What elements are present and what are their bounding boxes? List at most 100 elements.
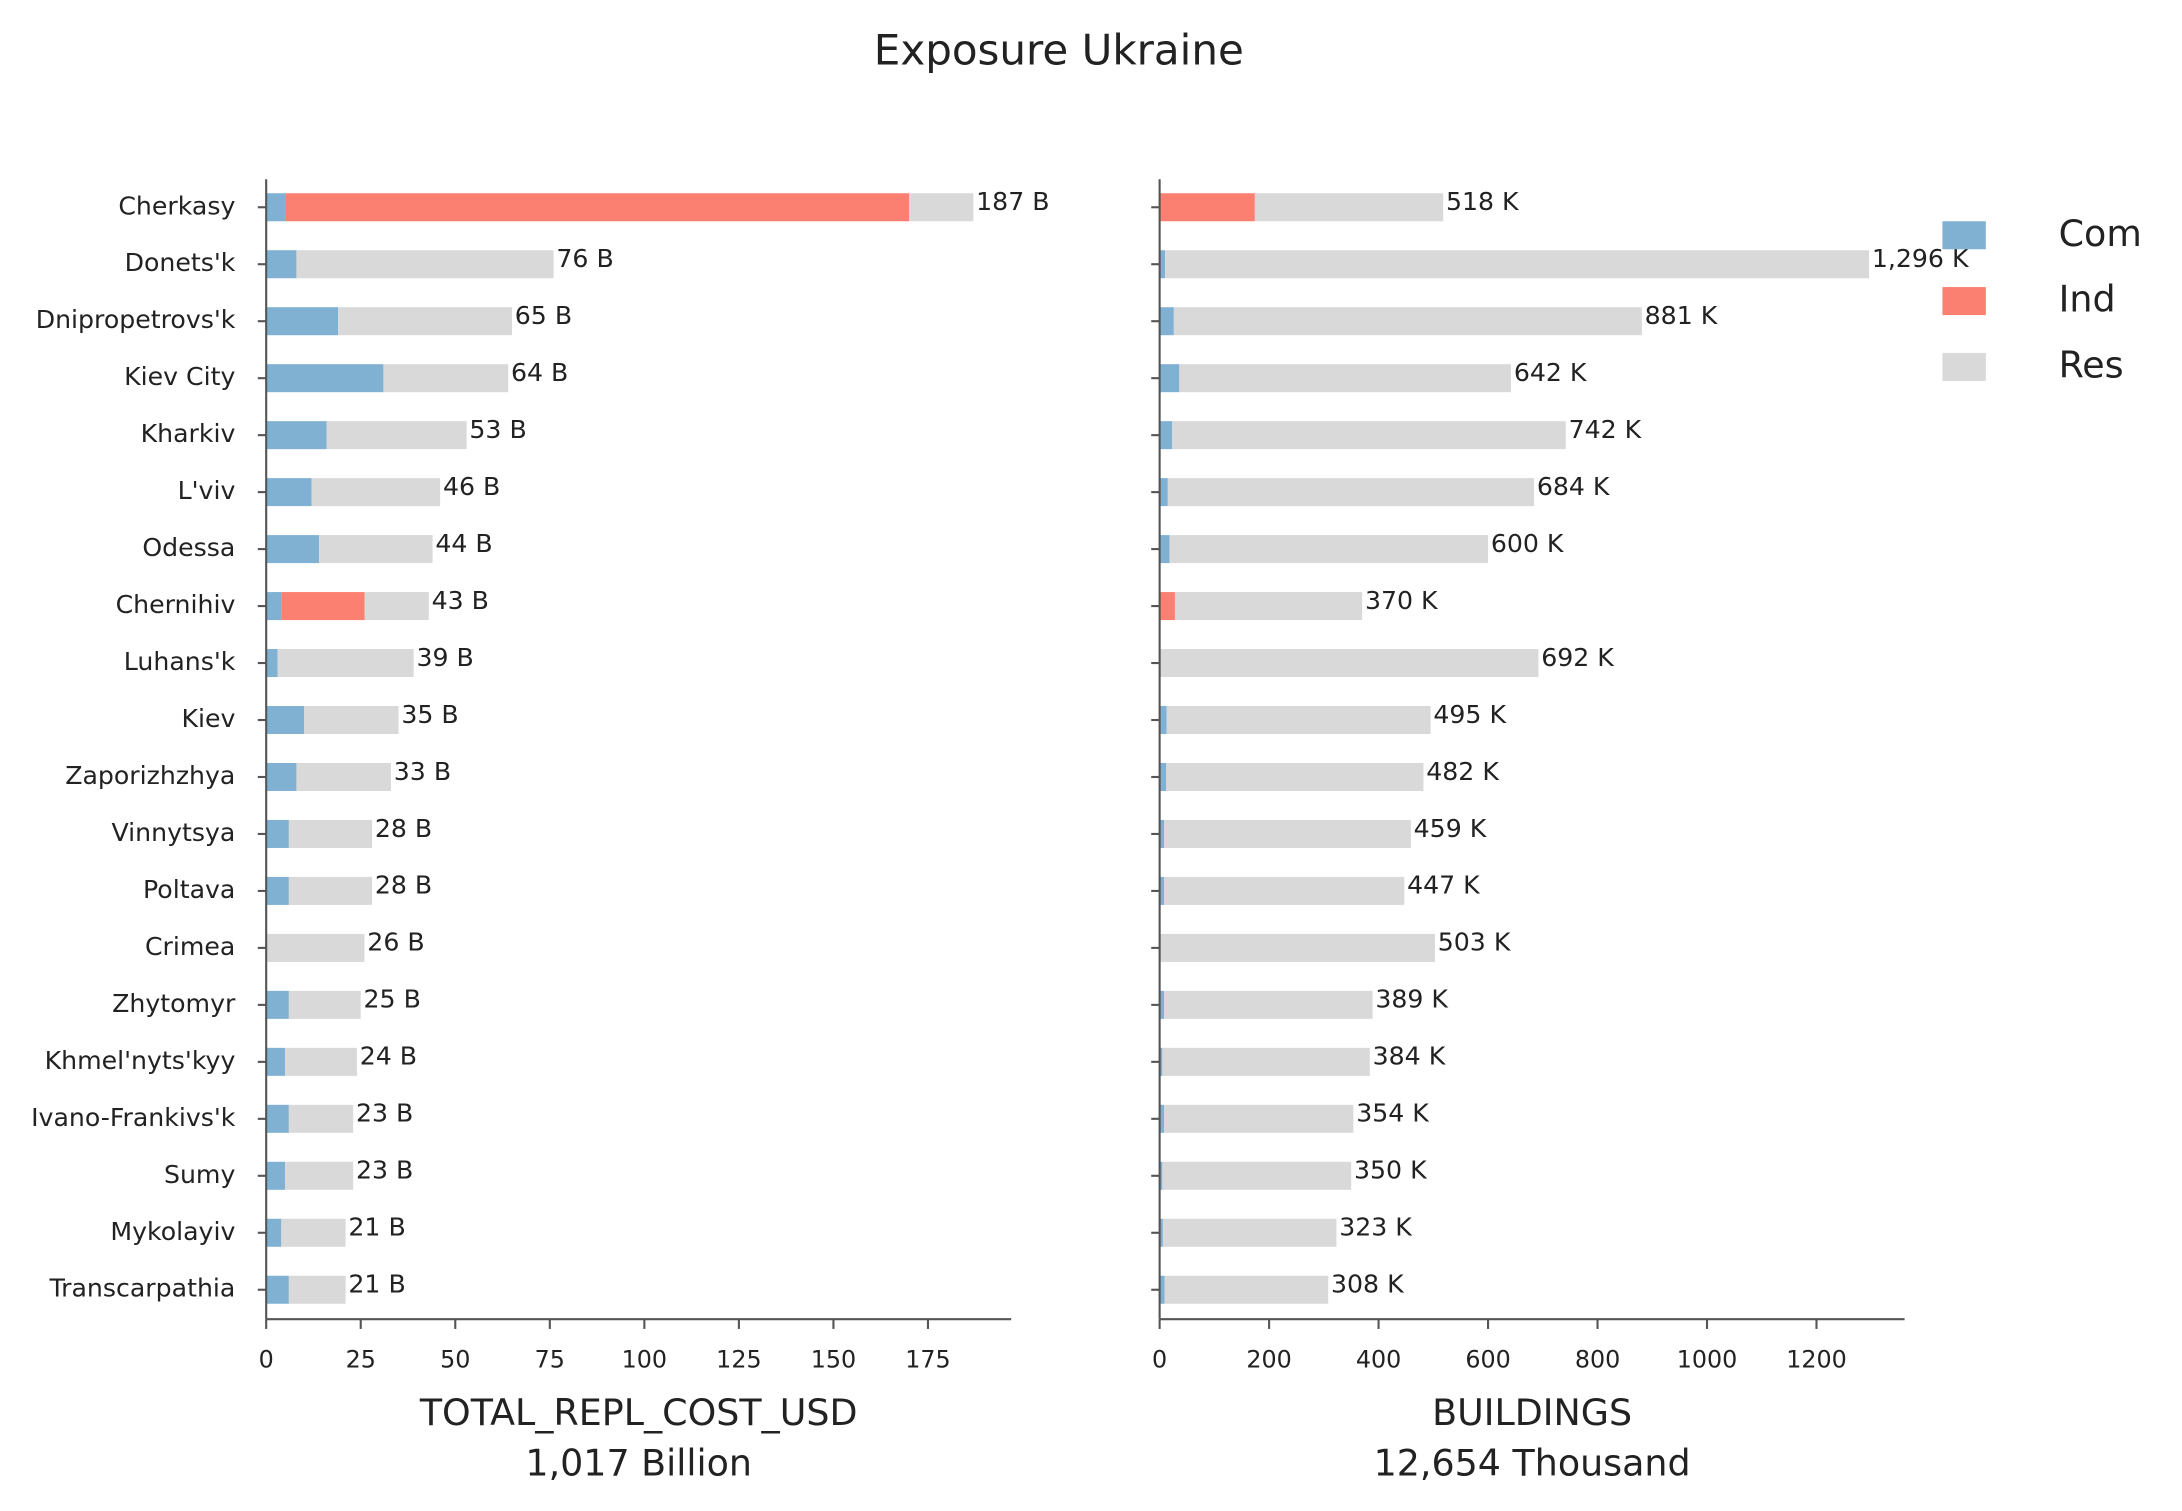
y-tick-label: Kiev [181, 704, 235, 733]
bar-segment [266, 307, 339, 336]
value-label: 370 K [1365, 586, 1439, 615]
bar-segment [1254, 193, 1444, 222]
bar-segment [1174, 592, 1363, 621]
value-label: 24 B [360, 1042, 417, 1071]
value-label: 28 B [375, 814, 432, 843]
bar-segment [288, 990, 361, 1019]
value-label: 447 K [1407, 871, 1481, 900]
x-tick-label: 50 [440, 1346, 470, 1374]
value-label: 503 K [1438, 928, 1512, 957]
bar-segment [266, 762, 297, 791]
bar-segment [266, 478, 312, 507]
bar-segment [1159, 364, 1180, 393]
bar-segment [1162, 1218, 1337, 1247]
bar-segment [1172, 421, 1566, 450]
bar-segment [288, 876, 373, 905]
y-tick-label: Mykolayiv [110, 1217, 235, 1246]
legend-label: Res [2059, 343, 2124, 386]
bar-segment [1163, 819, 1411, 848]
bar-segment [1159, 478, 1168, 507]
value-label: 459 K [1414, 814, 1488, 843]
bar-segment [285, 1047, 357, 1076]
bar-segment [311, 478, 441, 507]
x-tick-label: 175 [905, 1346, 950, 1374]
x-tick-label: 0 [259, 1346, 274, 1374]
legend-swatch [1942, 352, 1986, 381]
value-label: 46 B [443, 472, 500, 501]
x-tick-label: 1000 [1677, 1346, 1738, 1374]
value-label: 28 B [375, 871, 432, 900]
bar-segment [285, 193, 910, 222]
value-label: 384 K [1373, 1042, 1447, 1071]
bar-segment [1166, 706, 1431, 735]
bar-segment [266, 819, 289, 848]
value-label: 76 B [556, 244, 613, 273]
value-label: 26 B [367, 928, 424, 957]
bar-segment [1159, 250, 1166, 279]
x-tick-label: 600 [1465, 1346, 1510, 1374]
bar-segment [1159, 1218, 1163, 1247]
bar-segment [266, 1047, 286, 1076]
bar-segment [1159, 990, 1164, 1019]
bar-segment [383, 364, 509, 393]
bar-segment [1163, 990, 1373, 1019]
bar-segment [266, 193, 286, 222]
legend-label: Ind [2059, 278, 2116, 321]
value-label: 43 B [432, 586, 489, 615]
value-label: 518 K [1446, 187, 1520, 216]
bar-segment [266, 250, 297, 279]
bar-segment [1167, 478, 1535, 507]
bar-segment [1159, 421, 1173, 450]
y-tick-label: Sumy [164, 1160, 235, 1189]
x-tick-label: 75 [535, 1346, 565, 1374]
figure-title: Exposure Ukraine [874, 26, 1244, 75]
bar-segment [1162, 1047, 1370, 1076]
bar-segment [1159, 535, 1170, 564]
bar-segment [909, 193, 974, 222]
bar-segment [1159, 1275, 1165, 1304]
value-label: 389 K [1375, 985, 1449, 1014]
bar-segment [1159, 876, 1164, 905]
value-label: 642 K [1514, 358, 1588, 387]
bar-segment [303, 706, 399, 735]
value-label: 742 K [1569, 415, 1643, 444]
bar-segment [364, 592, 429, 621]
x-axis-note: 12,654 Thousand [1374, 1441, 1691, 1484]
bar-segment [1160, 649, 1539, 678]
value-label: 495 K [1433, 700, 1507, 729]
y-tick-label: Vinnytsya [112, 818, 236, 847]
bar-segment [1159, 592, 1175, 621]
y-tick-label: Kiev City [124, 362, 235, 391]
bar-segment [266, 876, 289, 905]
bar-segment [1159, 1161, 1163, 1190]
bar-segment [1169, 535, 1489, 564]
x-tick-label: 1200 [1786, 1346, 1847, 1374]
x-tick-label: 400 [1356, 1346, 1401, 1374]
bar-segment [266, 1275, 289, 1304]
bar-segment [266, 706, 304, 735]
x-axis-title: TOTAL_REPL_COST_USD [419, 1391, 858, 1434]
x-tick-label: 150 [811, 1346, 856, 1374]
bar-segment [326, 421, 467, 450]
value-label: 482 K [1426, 757, 1500, 786]
value-label: 308 K [1331, 1270, 1405, 1299]
bar-segment [281, 1218, 346, 1247]
value-label: 692 K [1541, 643, 1615, 672]
value-label: 64 B [511, 358, 568, 387]
bar-segment [296, 762, 391, 791]
x-axis-title: BUILDINGS [1432, 1391, 1632, 1434]
y-tick-label: Dnipropetrovs'k [36, 305, 236, 334]
bar-segment [266, 990, 289, 1019]
bar-segment [1163, 876, 1405, 905]
bar-segment [338, 307, 512, 336]
bar-segment [266, 1104, 289, 1133]
bar-segment [288, 1104, 354, 1133]
bar-segment [288, 1275, 346, 1304]
bar-segment [266, 649, 278, 678]
value-label: 187 B [976, 187, 1049, 216]
y-tick-label: Cherkasy [118, 191, 235, 220]
value-label: 354 K [1356, 1099, 1430, 1128]
bar-segment [1173, 307, 1642, 336]
bar-segment [1159, 933, 1435, 962]
